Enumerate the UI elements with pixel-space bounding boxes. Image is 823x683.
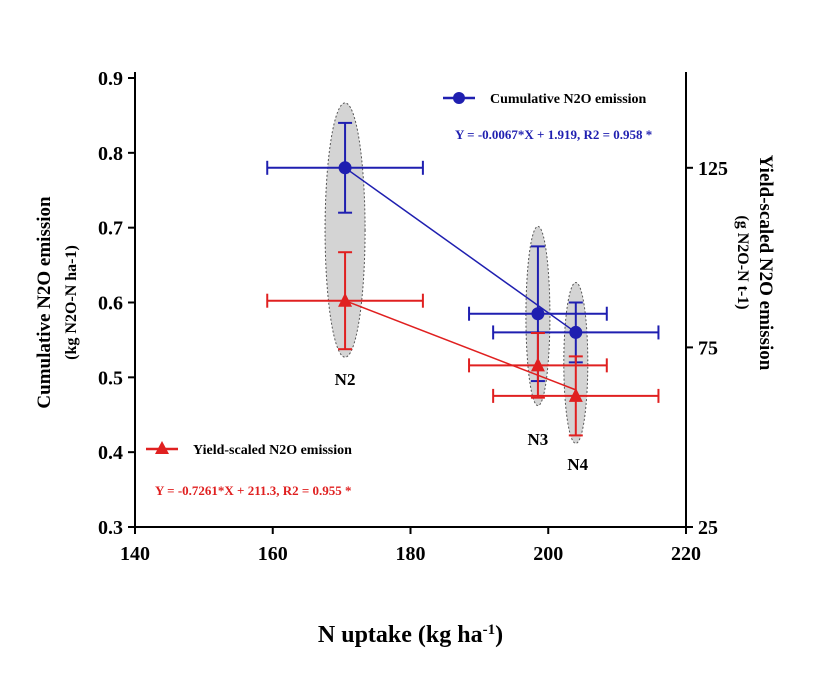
- x-tick-label: 160: [258, 543, 288, 565]
- x-tick-label: 220: [671, 543, 701, 565]
- legend-label-cumulative: Cumulative N2O emission: [490, 92, 647, 107]
- data-point-triangle: [338, 292, 353, 307]
- x-tick-label: 180: [396, 543, 426, 565]
- y-left-tick-label: 0.4: [98, 442, 123, 464]
- data-point-circle: [569, 325, 583, 339]
- y-left-tick-label: 0.3: [98, 517, 123, 539]
- y-right-tick-label: 75: [698, 337, 718, 359]
- legend-marker-circle: [453, 92, 465, 104]
- group-label: N4: [567, 455, 588, 474]
- x-tick-label: 200: [533, 543, 563, 565]
- y-left-label-2: (kg N2O-N ha-1): [63, 245, 80, 360]
- data-point-circle: [531, 307, 545, 321]
- y-left-tick-label: 0.5: [98, 367, 123, 389]
- y-left-tick-label: 0.8: [98, 143, 123, 165]
- x-axis-label: N uptake (kg ha-1): [318, 622, 503, 648]
- y-right-label-2: (g N2O-N t-1): [734, 215, 751, 309]
- legend-label-yield-scaled: Yield-scaled N2O emission: [193, 443, 352, 458]
- y-right-label-1: Yield-scaled N2O emission: [755, 155, 776, 371]
- y-right-tick-label: 125: [698, 158, 728, 180]
- data-point-circle: [338, 161, 352, 175]
- group-label: N3: [528, 430, 549, 449]
- x-tick-label: 140: [120, 543, 150, 565]
- y-left-tick-label: 0.6: [98, 293, 123, 315]
- legend-marker-triangle: [155, 441, 169, 454]
- y-right-tick-label: 25: [698, 517, 718, 539]
- y-left-label-1: Cumulative N2O emission: [34, 196, 55, 409]
- data-point-triangle: [530, 357, 545, 372]
- group-label: N2: [335, 370, 356, 389]
- group-ellipse-N2: [324, 102, 366, 358]
- y-left-tick-label: 0.9: [98, 68, 123, 90]
- data-point-triangle: [568, 387, 583, 402]
- equation-yield-scaled: Y = -0.7261*X + 211.3, R2 = 0.955 *: [155, 483, 352, 498]
- equation-cumulative: Y = -0.0067*X + 1.919, R2 = 0.958 *: [455, 127, 652, 142]
- y-left-tick-label: 0.7: [98, 218, 123, 240]
